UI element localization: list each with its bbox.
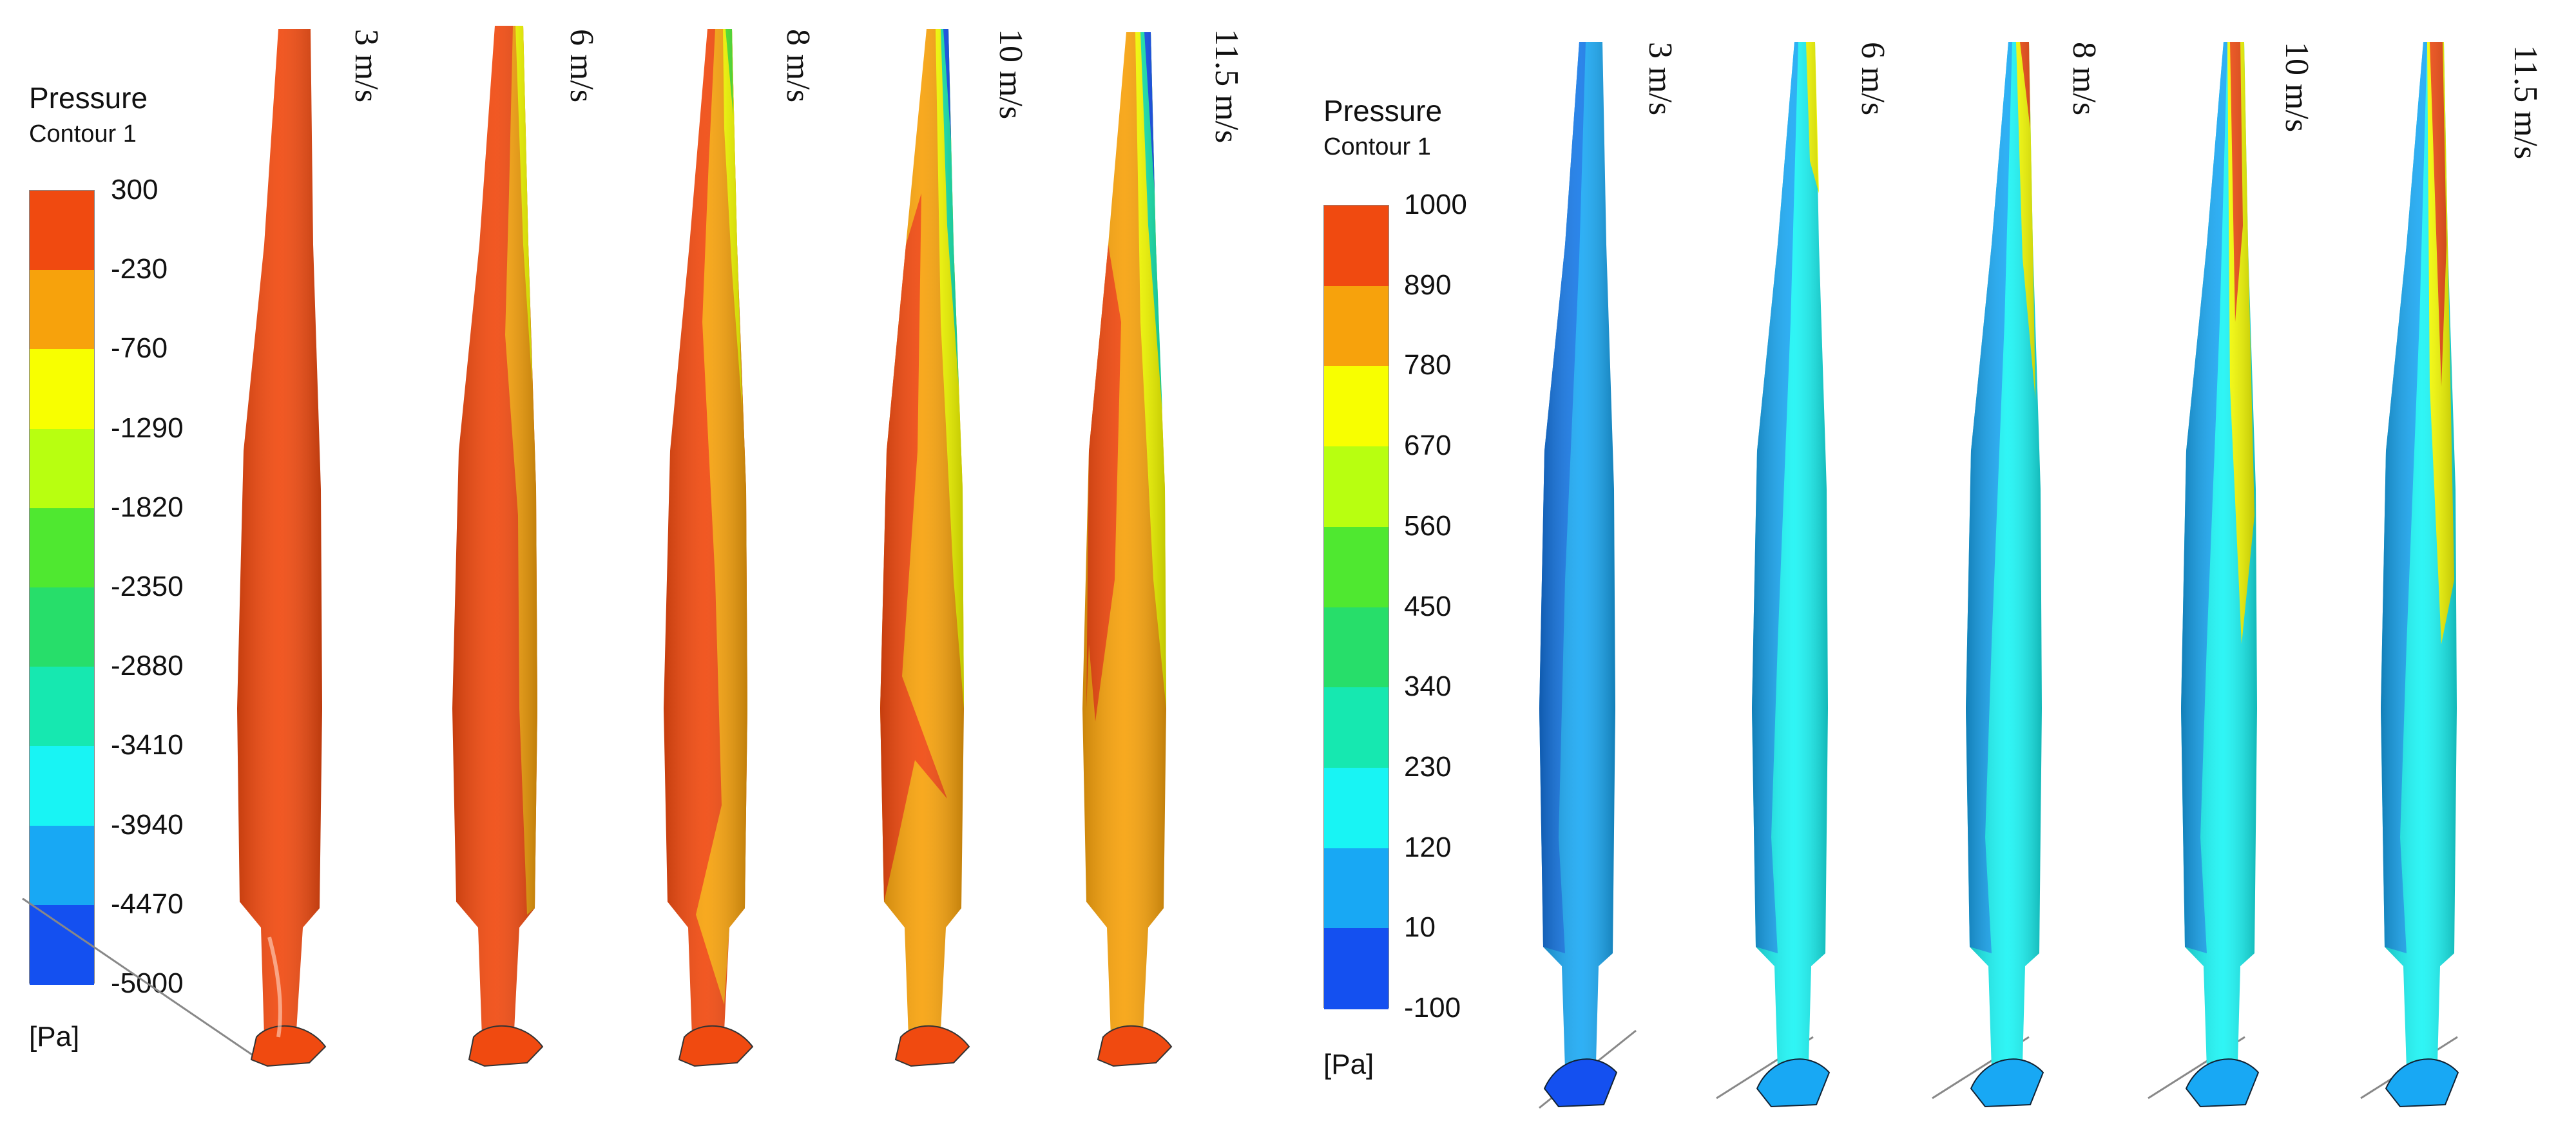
blade-renders-left — [22, 26, 1173, 1067]
colorbar-band — [30, 667, 94, 747]
blade-11-5ms — [1082, 32, 1173, 1067]
legend-title-right: Pressure Contour 1 — [1323, 93, 1442, 161]
colorbar-band — [30, 587, 94, 668]
colorbar-tick-label: -760 — [111, 332, 168, 365]
colorbar-band — [30, 508, 94, 588]
colorbar-tick-label: 780 — [1404, 349, 1452, 381]
legend-title-text: Pressure — [29, 81, 148, 115]
colorbar-band — [1324, 205, 1389, 287]
legend-unit-left: [Pa] — [29, 1021, 80, 1052]
colorbar-tick-label: 450 — [1404, 590, 1452, 622]
blade-6ms — [452, 26, 544, 1067]
blade-3ms — [237, 29, 327, 1067]
colorbar-band — [1324, 366, 1389, 448]
legend-title-text: Pressure — [1323, 94, 1443, 128]
colorbar-band — [1324, 848, 1389, 929]
colorbar-tick-label: 560 — [1404, 509, 1452, 542]
colorbar-tick-label: -2880 — [111, 650, 184, 682]
colorbar-tick-label: 120 — [1404, 831, 1452, 863]
colorbar-tick-label: -1820 — [111, 491, 184, 523]
colorbar-band — [30, 825, 94, 906]
blade-renders-right — [1539, 42, 2459, 1109]
legend-subtitle-text: Contour 1 — [29, 120, 137, 148]
colorbar-tick-label: -2350 — [111, 571, 184, 602]
colorbar-tick-label: 1000 — [1404, 189, 1467, 220]
colorbar-tick-label: -230 — [111, 253, 168, 285]
blade-11-5ms — [2381, 42, 2459, 1108]
colorbar-tick-label: -3410 — [111, 729, 184, 761]
colorbar-band — [30, 428, 94, 509]
colorbar-tick-label: 230 — [1404, 750, 1452, 783]
blade-10ms — [2181, 42, 2260, 1108]
colorbar-band — [1324, 928, 1389, 1009]
colorbar-band — [30, 746, 94, 826]
colorbar-band — [30, 349, 94, 430]
colorbar-band — [30, 904, 94, 985]
colorbar-band — [1324, 687, 1389, 768]
colorbar-tick-label: 670 — [1404, 430, 1452, 462]
pressure-side-panel: Pressure Contour 1 1000 890 780 670 560 450 34… — [1288, 0, 2576, 1133]
legend-title-left: Pressure Contour 1 — [29, 81, 148, 148]
colorbar-band — [30, 270, 94, 350]
suction-side-panel: Pressure Contour 1 300 -230 -760 -1290 -1820… — [22, 26, 1245, 1067]
colorbar-tick-label: 300 — [111, 174, 159, 205]
colorbar-band — [1324, 767, 1389, 849]
blade-6ms — [1752, 42, 1831, 1108]
blade-8ms — [1966, 42, 2044, 1108]
blade-3ms — [1539, 42, 1618, 1108]
colorbar-tick-label: -4470 — [111, 888, 184, 920]
colorbar-band — [1324, 526, 1389, 608]
colorbar-band — [30, 191, 94, 271]
colorbar-tick-label: 10 — [1404, 911, 1436, 944]
colorbar-band — [1324, 285, 1389, 367]
colorbar-tick-label: -1290 — [111, 412, 184, 444]
colorbar-left — [29, 190, 95, 985]
colorbar-band — [1324, 446, 1389, 528]
colorbar-right — [1323, 205, 1389, 1009]
colorbar-tick-label: 340 — [1404, 671, 1452, 703]
blade-10ms — [880, 29, 970, 1067]
colorbar-tick-label: -3940 — [111, 808, 184, 841]
colorbar-tick-label: 890 — [1404, 269, 1452, 301]
legend-subtitle-text: Contour 1 — [1323, 133, 1431, 160]
ground-line — [22, 897, 255, 1058]
blade-8ms — [664, 29, 754, 1067]
colorbar-tick-label: -100 — [1404, 992, 1461, 1024]
legend-unit-right: [Pa] — [1323, 1049, 1374, 1080]
colorbar-band — [1324, 607, 1389, 689]
